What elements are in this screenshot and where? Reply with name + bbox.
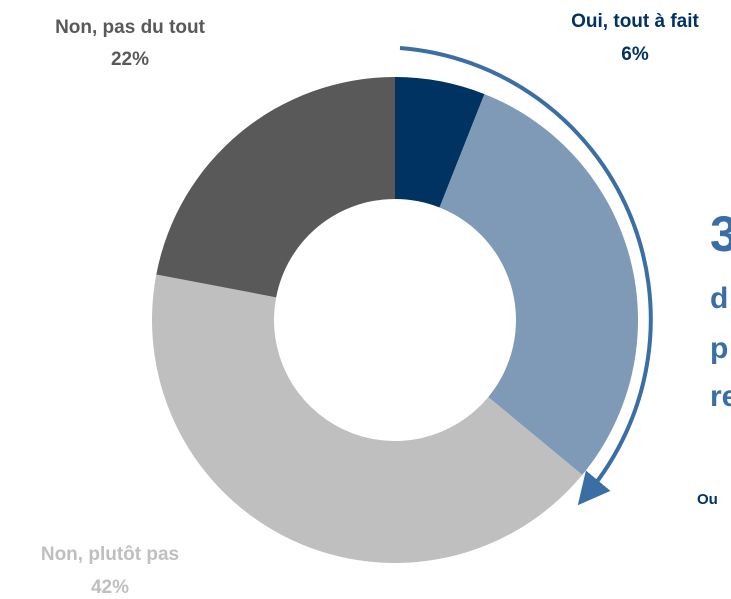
annotation: Ou bbox=[697, 491, 718, 508]
slice-value-label: 22% bbox=[111, 49, 149, 70]
slice-value-label: 42% bbox=[91, 577, 129, 598]
annotation: p bbox=[710, 332, 728, 365]
donut-slice bbox=[395, 77, 485, 208]
arrow bbox=[399, 46, 653, 506]
annotation: 3 bbox=[710, 206, 731, 262]
slice-label: Non, pas du tout bbox=[55, 17, 206, 38]
slice-label: Oui, tout à fait bbox=[571, 11, 699, 32]
annotation: d bbox=[710, 282, 728, 315]
slice-value-label: 6% bbox=[621, 44, 649, 65]
donut-slice bbox=[439, 94, 638, 475]
donut-slice bbox=[151, 274, 583, 563]
donut-slice bbox=[156, 76, 395, 298]
slice-label: Non, plutôt pas bbox=[41, 544, 179, 565]
annotation: re bbox=[710, 380, 731, 413]
